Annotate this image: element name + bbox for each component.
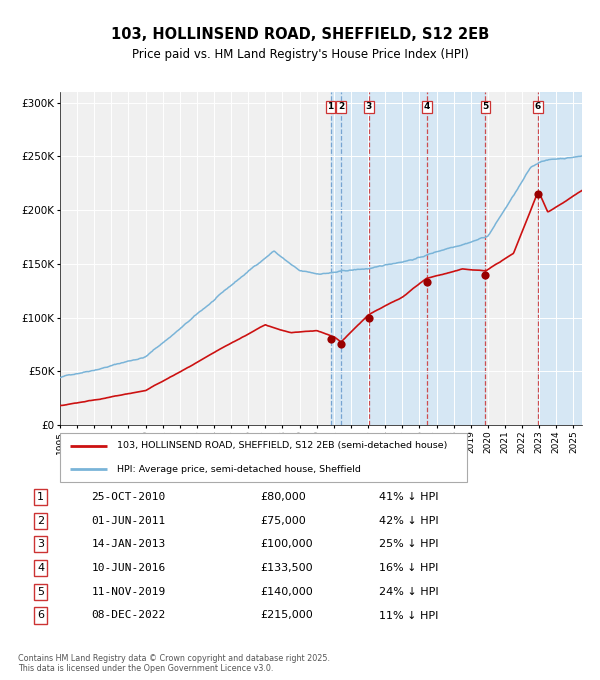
Text: 01-JUN-2011: 01-JUN-2011	[91, 515, 166, 526]
Text: 6: 6	[535, 102, 541, 112]
Text: 103, HOLLINSEND ROAD, SHEFFIELD, S12 2EB: 103, HOLLINSEND ROAD, SHEFFIELD, S12 2EB	[111, 27, 489, 42]
Point	[326, 334, 335, 345]
Point	[364, 312, 374, 323]
Text: 2: 2	[338, 102, 344, 112]
FancyBboxPatch shape	[60, 433, 467, 481]
Text: 1: 1	[37, 492, 44, 502]
Text: 25-OCT-2010: 25-OCT-2010	[91, 492, 166, 502]
Text: £140,000: £140,000	[260, 587, 313, 597]
Text: 4: 4	[424, 102, 430, 112]
Text: 10-JUN-2016: 10-JUN-2016	[91, 563, 166, 573]
Text: £75,000: £75,000	[260, 515, 306, 526]
Text: 42% ↓ HPI: 42% ↓ HPI	[379, 515, 439, 526]
Text: 3: 3	[365, 102, 372, 112]
Text: £215,000: £215,000	[260, 611, 313, 620]
Point	[533, 188, 543, 199]
Text: 4: 4	[37, 563, 44, 573]
Text: 5: 5	[482, 102, 488, 112]
Text: 5: 5	[37, 587, 44, 597]
Text: 11% ↓ HPI: 11% ↓ HPI	[379, 611, 439, 620]
Text: 103, HOLLINSEND ROAD, SHEFFIELD, S12 2EB (semi-detached house): 103, HOLLINSEND ROAD, SHEFFIELD, S12 2EB…	[118, 441, 448, 450]
Text: 6: 6	[37, 611, 44, 620]
Text: £100,000: £100,000	[260, 539, 313, 549]
Text: 24% ↓ HPI: 24% ↓ HPI	[379, 587, 439, 597]
Point	[336, 339, 346, 350]
Text: Price paid vs. HM Land Registry's House Price Index (HPI): Price paid vs. HM Land Registry's House …	[131, 48, 469, 61]
Bar	[369, 92, 485, 425]
Bar	[331, 92, 369, 425]
Bar	[538, 92, 582, 425]
Text: 25% ↓ HPI: 25% ↓ HPI	[379, 539, 439, 549]
Point	[481, 269, 490, 280]
Text: 14-JAN-2013: 14-JAN-2013	[91, 539, 166, 549]
Text: HPI: Average price, semi-detached house, Sheffield: HPI: Average price, semi-detached house,…	[118, 464, 361, 473]
Text: £133,500: £133,500	[260, 563, 313, 573]
Point	[422, 276, 432, 287]
Text: 41% ↓ HPI: 41% ↓ HPI	[379, 492, 439, 502]
Text: 3: 3	[37, 539, 44, 549]
Text: 08-DEC-2022: 08-DEC-2022	[91, 611, 166, 620]
Text: 11-NOV-2019: 11-NOV-2019	[91, 587, 166, 597]
Text: £80,000: £80,000	[260, 492, 306, 502]
Text: 16% ↓ HPI: 16% ↓ HPI	[379, 563, 439, 573]
Text: Contains HM Land Registry data © Crown copyright and database right 2025.
This d: Contains HM Land Registry data © Crown c…	[18, 653, 330, 673]
Text: 2: 2	[37, 515, 44, 526]
Text: 1: 1	[328, 102, 334, 112]
